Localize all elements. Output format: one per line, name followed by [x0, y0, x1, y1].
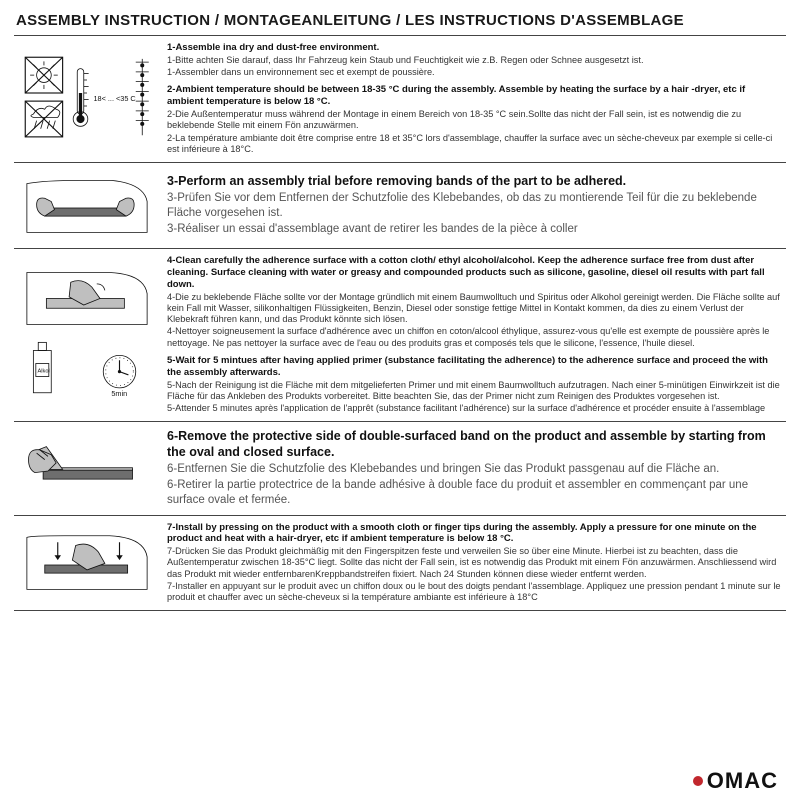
text-step-6: 6-Remove the protective side of double-s… — [167, 428, 786, 508]
step3-en: 3-Perform an assembly trial before remov… — [167, 173, 782, 189]
instruction-sheet: ASSEMBLY INSTRUCTION / MONTAGEANLEITUNG … — [0, 0, 800, 800]
illus-peel-tape — [14, 428, 159, 508]
instruction-rows: 18< ... <35 C 1-Assemble ina dry and dus… — [14, 36, 786, 764]
row-step-6: 6-Remove the protective side of double-s… — [14, 422, 786, 515]
step6-de: 6-Entfernen Sie die Schutzfolie des Kleb… — [167, 462, 782, 477]
illus-press-install — [14, 522, 159, 605]
step4-fr: 4-Nettoyer soigneusement la surface d'ad… — [167, 326, 782, 348]
text-step-3: 3-Perform an assembly trial before remov… — [167, 169, 786, 242]
step6-fr: 6-Retirer la partie protectrice de la ba… — [167, 478, 782, 508]
step1-fr: 1-Assembler dans un environnement sec et… — [167, 67, 782, 78]
text-step-1-2: 1-Assemble ina dry and dust-free environ… — [167, 42, 786, 156]
temp-range-label: 18< ... <35 C — [93, 94, 135, 103]
text-step-4-5: 4-Clean carefully the adherence surface … — [167, 255, 786, 415]
step1-en: 1-Assemble ina dry and dust-free environ… — [167, 42, 782, 54]
row-step-3: 3-Perform an assembly trial before remov… — [14, 163, 786, 249]
brand-dot-icon — [693, 776, 703, 786]
step5-de: 5-Nach der Reinigung ist die Fläche mit … — [167, 380, 782, 402]
text-step-7: 7-Install by pressing on the product wit… — [167, 522, 786, 605]
step5-en: 5-Wait for 5 mintues after having applie… — [167, 355, 782, 379]
step4-de: 4-Die zu beklebende Fläche sollte vor de… — [167, 292, 782, 326]
step1-de: 1-Bitte achten Sie darauf, dass Ihr Fahr… — [167, 55, 782, 66]
row-step-1-2: 18< ... <35 C 1-Assemble ina dry and dus… — [14, 36, 786, 163]
step2-en: 2-Ambient temperature should be between … — [167, 84, 782, 108]
illus-clean-primer: Alkol 5min — [14, 255, 159, 415]
brand-name: OMAC — [707, 768, 778, 794]
step7-de: 7-Drücken Sie das Produkt gleichmäßig mi… — [167, 546, 782, 580]
step2-fr: 2-La température ambiante doit être comp… — [167, 133, 782, 155]
step4-en: 4-Clean carefully the adherence surface … — [167, 255, 782, 291]
step6-en: 6-Remove the protective side of double-s… — [167, 428, 782, 461]
row-step-4-5: Alkol 5min 4-Clean carefully the adheren… — [14, 249, 786, 422]
illus-environment: 18< ... <35 C — [14, 42, 159, 156]
bottle-label: Alkol — [37, 369, 49, 375]
illus-trial-fit — [14, 169, 159, 242]
step3-fr: 3-Réaliser un essai d'assemblage avant d… — [167, 222, 782, 237]
step5-fr: 5-Attender 5 minutes après l'application… — [167, 403, 782, 414]
step3-de: 3-Prüfen Sie vor dem Entfernen der Schut… — [167, 191, 782, 221]
brand-footer: OMAC — [14, 764, 786, 794]
page-title: ASSEMBLY INSTRUCTION / MONTAGEANLEITUNG … — [14, 10, 786, 36]
step2-de: 2-Die Außentemperatur muss während der M… — [167, 109, 782, 131]
row-step-7: 7-Install by pressing on the product wit… — [14, 516, 786, 612]
clock-label: 5min — [111, 389, 127, 398]
step7-en: 7-Install by pressing on the product wit… — [167, 522, 782, 546]
step7-fr: 7-Installer en appuyant sur le produit a… — [167, 581, 782, 603]
